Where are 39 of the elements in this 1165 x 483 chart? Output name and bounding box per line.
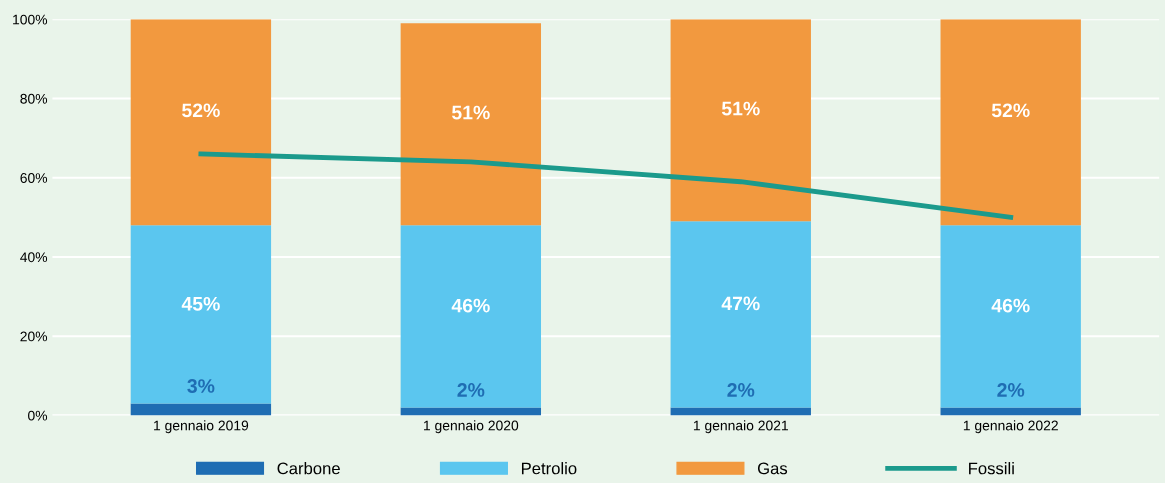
legend-label: Petrolio <box>521 462 577 475</box>
bar <box>940 225 1081 408</box>
bar <box>940 407 1081 416</box>
data-label: 52% <box>182 103 220 118</box>
y-tick-label: 0% <box>28 410 48 421</box>
data-label: 45% <box>181 296 220 311</box>
bar <box>130 403 272 416</box>
data-label: 47% <box>721 296 760 311</box>
data-label: 51% <box>721 101 760 116</box>
x-tick-label: 1 gennaio 2020 <box>424 420 519 434</box>
data-label: 3% <box>187 379 215 393</box>
line-series <box>198 151 1014 220</box>
bar <box>670 221 811 408</box>
legend-label: Fossili <box>969 462 1014 475</box>
y-tick-label: 40% <box>20 252 48 263</box>
data-label: 52% <box>991 103 1030 118</box>
x-tick-label: 1 gennaio 2022 <box>963 420 1058 434</box>
y-tick-label: 60% <box>20 173 48 183</box>
x-tick-label: 1 gennaio 2021 <box>693 420 788 434</box>
x-tick-label: 1 gennaio 2019 <box>154 420 249 434</box>
data-label: 2% <box>457 383 485 397</box>
bar <box>130 19 272 226</box>
data-label: 46% <box>451 298 490 313</box>
bar <box>670 407 811 416</box>
y-tick-label: 80% <box>20 93 48 104</box>
data-label: 2% <box>997 383 1025 397</box>
data-label: 46% <box>991 298 1030 313</box>
legend-label: Gas <box>757 462 788 475</box>
bar <box>130 225 272 404</box>
bar <box>400 23 542 226</box>
data-label: 2% <box>727 383 755 397</box>
legend-label: Carbone <box>277 462 340 475</box>
y-tick-label: 20% <box>20 331 48 342</box>
bar <box>670 19 811 222</box>
bar <box>940 19 1081 226</box>
bar <box>400 225 542 408</box>
y-tick-label: 100% <box>13 14 48 25</box>
data-label: 51% <box>451 105 490 120</box>
bar <box>400 407 542 416</box>
